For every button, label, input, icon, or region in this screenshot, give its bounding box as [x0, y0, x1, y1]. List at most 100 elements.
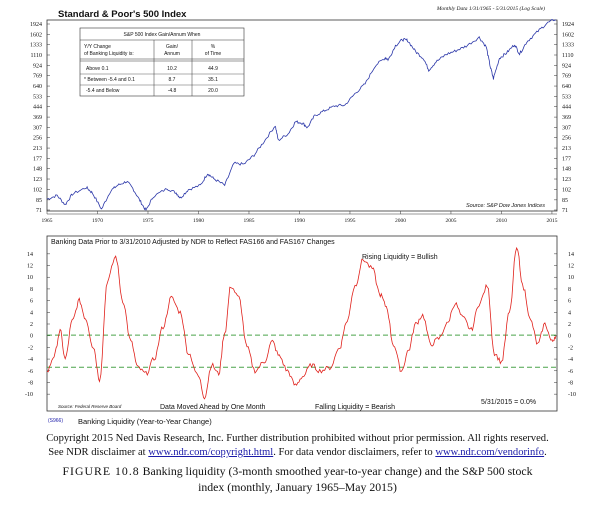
- bottom-y-tick-right: 0: [568, 334, 571, 340]
- bottom-y-tick-left: 14: [27, 252, 33, 258]
- top-y-tick-right: 148: [562, 167, 571, 173]
- bottom-y-tick-right: -10: [568, 392, 576, 398]
- top-y-tick-right: 213: [562, 146, 571, 152]
- bottom-y-tick-right: -4: [568, 357, 573, 363]
- liquidity-title: Banking Data Prior to 3/31/2010 Adjusted…: [51, 239, 335, 246]
- top-y-tick-right: 1110: [562, 53, 574, 59]
- bottom-y-tick-left: -4: [28, 357, 33, 363]
- top-y-tick-left: 1924: [30, 22, 42, 28]
- top-y-axis-right: 1924 1602 1333 1110 924 769 640 533 444 369 307 256…: [554, 22, 574, 214]
- sp500-series-line: [46, 19, 557, 212]
- table-row-2-gain: 8.7: [169, 77, 176, 83]
- bottom-y-tick-right: 8: [568, 287, 571, 293]
- liquidity-source: Source: Federal Reserve Board: [58, 404, 122, 409]
- figure-label: FIGURE 10.8: [62, 464, 140, 478]
- annotation-moved: Data Moved Ahead by One Month: [160, 404, 266, 411]
- caption-disclaimer-c: .: [544, 447, 547, 458]
- bottom-y-tick-right: 14: [568, 252, 574, 258]
- top-y-tick-right: 444: [562, 105, 571, 111]
- x-tick-label: 1980: [193, 218, 204, 224]
- sp500-source: Source: S&P Dow Jones Indices: [466, 203, 545, 209]
- top-y-tick-left: 1602: [30, 32, 42, 38]
- top-y-tick-right: 369: [562, 115, 571, 121]
- table-header-1a: Y/Y Change: [84, 44, 111, 50]
- x-axis: 1965 1970 1975 1980 1985 1990 1995 2000 2005 2010…: [42, 211, 558, 224]
- bottom-y-tick-left: -10: [25, 392, 33, 398]
- table-row-1-label: Above 0.1: [86, 66, 109, 72]
- top-y-tick-left: 177: [33, 157, 42, 163]
- table-header-2b: Annum: [164, 51, 180, 57]
- top-y-tick-right: 102: [562, 188, 571, 194]
- footer-label: Banking Liquidity (Year-to-Year Change): [78, 417, 212, 426]
- top-y-axis-left: 1924 1602 1333 1110 924 769 640 533 444 369 307 256…: [30, 22, 50, 214]
- figure-caption-2: index (monthly, January 1965–May 2015): [198, 480, 397, 494]
- stats-table: S&P 500 Index Gain/Annum When Y/Y Change…: [79, 27, 245, 97]
- table-row-3-time: 20.0: [208, 88, 218, 94]
- bottom-y-tick-right: 2: [568, 322, 571, 328]
- table-row-2-label: * Between -5.4 and 0.1: [84, 77, 135, 83]
- chart-figure: Standard & Poor's 500 Index Monthly Data…: [25, 5, 576, 426]
- top-y-tick-right: 256: [562, 136, 571, 142]
- caption-disclaimer-b: . For data vendor disclaimers, refer to: [273, 447, 436, 458]
- top-y-tick-left: 640: [33, 84, 42, 90]
- liquidity-panel: [46, 235, 558, 412]
- table-row-1-time: 44.9: [208, 66, 218, 72]
- top-y-tick-right: 769: [562, 74, 571, 80]
- bottom-y-tick-left: 4: [30, 310, 33, 316]
- bottom-y-tick-left: 6: [30, 299, 33, 305]
- bottom-y-tick-left: 10: [27, 275, 33, 281]
- top-y-tick-left: 213: [33, 146, 42, 152]
- top-y-tick-left: 533: [33, 94, 42, 100]
- top-y-tick-left: 85: [36, 198, 42, 204]
- bottom-y-tick-right: 4: [568, 310, 571, 316]
- vendorinfo-link[interactable]: www.ndr.com/vendorinfo: [435, 447, 545, 458]
- x-tick-label: 1995: [344, 218, 355, 224]
- caption-copyright: Copyright 2015 Ned Davis Research, Inc. …: [46, 433, 549, 444]
- bottom-y-tick-right: 12: [568, 264, 574, 270]
- table-header-3a: %: [211, 44, 216, 50]
- top-y-tick-left: 769: [33, 74, 42, 80]
- top-y-tick-left: 123: [33, 177, 42, 183]
- liquidity-series-line: [46, 246, 557, 400]
- bottom-y-tick-left: -2: [28, 345, 33, 351]
- table-row-1-gain: 10.2: [167, 66, 177, 72]
- figure-text: Banking liquidity (3-month smoothed year…: [139, 464, 533, 478]
- bottom-y-tick-right: 6: [568, 299, 571, 305]
- caption-disclaimer-a: See NDR disclaimer at: [48, 447, 149, 458]
- top-y-tick-left: 369: [33, 115, 42, 121]
- top-y-tick-left: 148: [33, 167, 42, 173]
- table-row-2-time: 35.1: [208, 77, 218, 83]
- copyright-link[interactable]: www.ndr.com/copyright.html: [148, 447, 274, 458]
- sp500-subtitle: Monthly Data 1/31/1965 - 5/31/2015 (Log …: [436, 5, 545, 12]
- top-y-tick-right: 533: [562, 94, 571, 100]
- top-y-tick-right: 307: [562, 125, 571, 131]
- table-header-1b: of Banking Liquidity is:: [84, 51, 134, 57]
- table-title: S&P 500 Index Gain/Annum When: [124, 32, 201, 38]
- top-y-tick-left: 1110: [30, 53, 42, 59]
- x-tick-label: 2010: [496, 218, 507, 224]
- footer-code: (S966): [48, 418, 63, 424]
- top-y-tick-left: 102: [33, 188, 42, 194]
- figure-caption: FIGURE 10.8 Banking liquidity (3-month s…: [0, 464, 595, 479]
- top-y-tick-right: 1924: [562, 22, 574, 28]
- sp500-title: Standard & Poor's 500 Index: [58, 9, 187, 20]
- table-header-2a: Gain/: [166, 44, 179, 50]
- x-tick-label: 1975: [142, 218, 153, 224]
- bottom-y-axis-right: 14 12 10 8 6 4 2 0 -2 -4 -6 -8 -10: [554, 252, 576, 398]
- top-y-tick-right: 1602: [562, 32, 574, 38]
- top-y-tick-right: 640: [562, 84, 571, 90]
- table-row-3-gain: -4.8: [168, 88, 177, 94]
- top-y-tick-right: 1333: [562, 43, 574, 49]
- top-y-tick-right: 177: [562, 157, 571, 163]
- top-y-tick-right: 123: [562, 177, 571, 183]
- top-y-tick-right: 924: [562, 63, 571, 69]
- top-y-tick-right: 71: [562, 208, 568, 214]
- x-tick-label: 1985: [243, 218, 254, 224]
- table-header-3b: of Time: [205, 51, 222, 57]
- top-y-tick-left: 924: [33, 63, 42, 69]
- x-tick-label: 1970: [92, 218, 103, 224]
- bottom-y-tick-left: -6: [28, 369, 33, 375]
- top-y-tick-left: 1333: [30, 43, 42, 49]
- bottom-y-tick-left: -8: [28, 380, 33, 386]
- annotation-latest: 5/31/2015 = 0.0%: [481, 399, 536, 406]
